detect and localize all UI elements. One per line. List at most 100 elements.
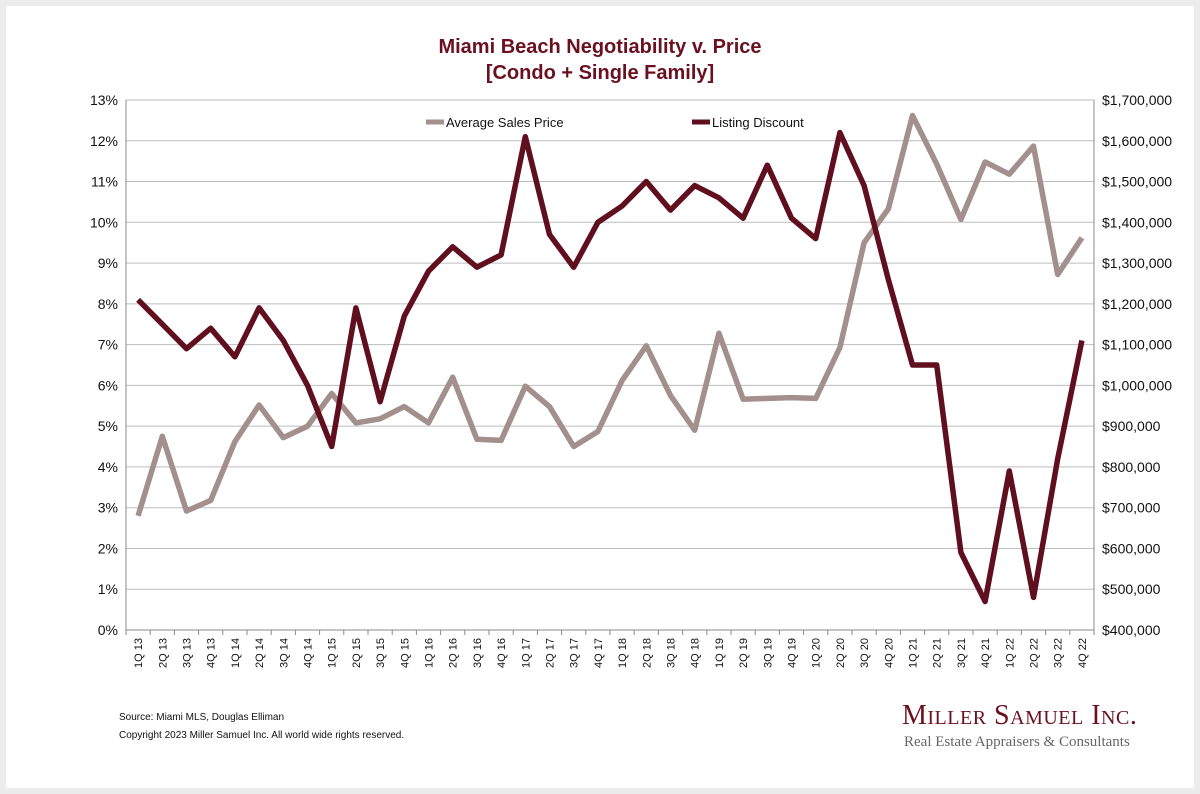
data-point — [886, 277, 891, 282]
data-point — [595, 429, 600, 434]
x-tick-label: 1Q 21 — [908, 638, 920, 668]
data-point — [934, 162, 939, 167]
y-right-tick-label: $1,600,000 — [1102, 133, 1172, 149]
data-point — [547, 404, 552, 409]
data-point — [450, 375, 455, 380]
x-tick-label: 2Q 21 — [932, 638, 944, 668]
x-tick-label: 3Q 20 — [859, 638, 871, 668]
brand-logo: Miller Samuel Inc. — [902, 700, 1138, 731]
data-point — [741, 397, 746, 402]
data-point — [789, 395, 794, 400]
data-point — [620, 378, 625, 383]
y-right-tick-label: $1,100,000 — [1102, 337, 1172, 353]
x-tick-label: 1Q 22 — [1004, 638, 1016, 668]
data-point — [716, 331, 721, 336]
data-point — [571, 265, 576, 270]
y-right-tick-label: $400,000 — [1102, 622, 1161, 638]
y-right-tick-label: $500,000 — [1102, 581, 1161, 597]
data-point — [983, 159, 988, 164]
y-right-tick-label: $800,000 — [1102, 459, 1161, 475]
x-tick-label: 4Q 15 — [399, 638, 411, 668]
y-right-tick-label: $600,000 — [1102, 540, 1161, 556]
data-point — [1079, 338, 1084, 343]
x-tick-label: 4Q 18 — [690, 638, 702, 668]
data-point — [426, 269, 431, 274]
y-left-tick-label: 6% — [98, 377, 118, 393]
chart-title: Miami Beach Negotiability v. Price — [438, 36, 762, 58]
copyright-note: Copyright 2023 Miller Samuel Inc. All wo… — [119, 730, 405, 741]
legend-label: Listing Discount — [712, 115, 804, 130]
x-tick-label: 3Q 22 — [1053, 638, 1065, 668]
data-point — [1031, 144, 1036, 149]
data-point — [353, 305, 358, 310]
y-right-tick-label: $1,400,000 — [1102, 214, 1172, 230]
y-left-tick-label: 11% — [91, 174, 118, 190]
y-left-tick-label: 0% — [98, 622, 118, 638]
y-left-tick-label: 1% — [98, 581, 118, 597]
source-note: Source: Miami MLS, Douglas Elliman — [119, 712, 285, 723]
data-point — [837, 130, 842, 135]
x-tick-label: 4Q 22 — [1077, 638, 1089, 668]
data-point — [1031, 595, 1036, 600]
data-point — [547, 232, 552, 237]
x-tick-label: 1Q 19 — [714, 638, 726, 668]
y-left-tick-label: 7% — [98, 337, 118, 353]
data-point — [499, 252, 504, 257]
chart-frame: Miami Beach Negotiability v. Price [Cond… — [6, 6, 1194, 788]
y-left-tick-label: 13% — [90, 92, 118, 108]
x-tick-label: 3Q 18 — [666, 638, 678, 668]
x-tick-label: 1Q 18 — [617, 638, 629, 668]
data-point — [692, 428, 697, 433]
y-right-tick-label: $1,700,000 — [1102, 92, 1172, 108]
data-point — [232, 354, 237, 359]
data-point — [184, 346, 189, 351]
data-point — [208, 326, 213, 331]
x-tick-label: 1Q 13 — [133, 638, 145, 668]
data-point — [1007, 469, 1012, 474]
series-line-average-sales-price — [135, 112, 1085, 517]
data-point — [136, 297, 141, 302]
data-point — [1007, 172, 1012, 177]
data-point — [886, 206, 891, 211]
data-point — [741, 216, 746, 221]
data-point — [474, 265, 479, 270]
x-tick-label: 2Q 13 — [157, 638, 169, 668]
data-point — [378, 399, 383, 404]
data-point — [499, 438, 504, 443]
x-tick-label: 2Q 16 — [448, 638, 460, 668]
data-point — [668, 393, 673, 398]
x-tick-label: 2Q 20 — [835, 638, 847, 668]
data-point — [716, 195, 721, 200]
data-point — [402, 404, 407, 409]
x-tick-label: 4Q 14 — [303, 638, 315, 668]
data-point — [523, 134, 528, 139]
y-right-tick-label: $900,000 — [1102, 418, 1161, 434]
x-tick-label: 3Q 17 — [569, 638, 581, 668]
data-point — [1055, 456, 1060, 461]
data-point — [378, 416, 383, 421]
data-point — [353, 420, 358, 425]
data-point — [329, 444, 334, 449]
data-point — [644, 343, 649, 348]
x-tick-label: 2Q 14 — [254, 638, 266, 668]
data-point — [281, 435, 286, 440]
y-right-tick-label: $1,300,000 — [1102, 255, 1172, 271]
y-left-tick-label: 9% — [98, 255, 118, 271]
x-tick-label: 1Q 20 — [811, 638, 823, 668]
data-point — [232, 439, 237, 444]
x-tick-label: 1Q 15 — [327, 638, 339, 668]
y-left-tick-label: 10% — [90, 214, 118, 230]
data-point — [910, 363, 915, 368]
y-left-tick-label: 8% — [98, 296, 118, 312]
brand-tagline: Real Estate Appraisers & Consultants — [904, 734, 1130, 750]
y-right-tick-label: $1,000,000 — [1102, 377, 1172, 393]
data-point — [474, 437, 479, 442]
data-point — [668, 208, 673, 213]
data-point — [910, 113, 915, 118]
x-tick-label: 2Q 19 — [738, 638, 750, 668]
data-point — [136, 513, 141, 518]
y-left-tick-label: 2% — [98, 540, 118, 556]
series-line-listing-discount — [136, 129, 1085, 605]
data-point — [1079, 235, 1084, 240]
x-tick-label: 4Q 17 — [593, 638, 605, 668]
